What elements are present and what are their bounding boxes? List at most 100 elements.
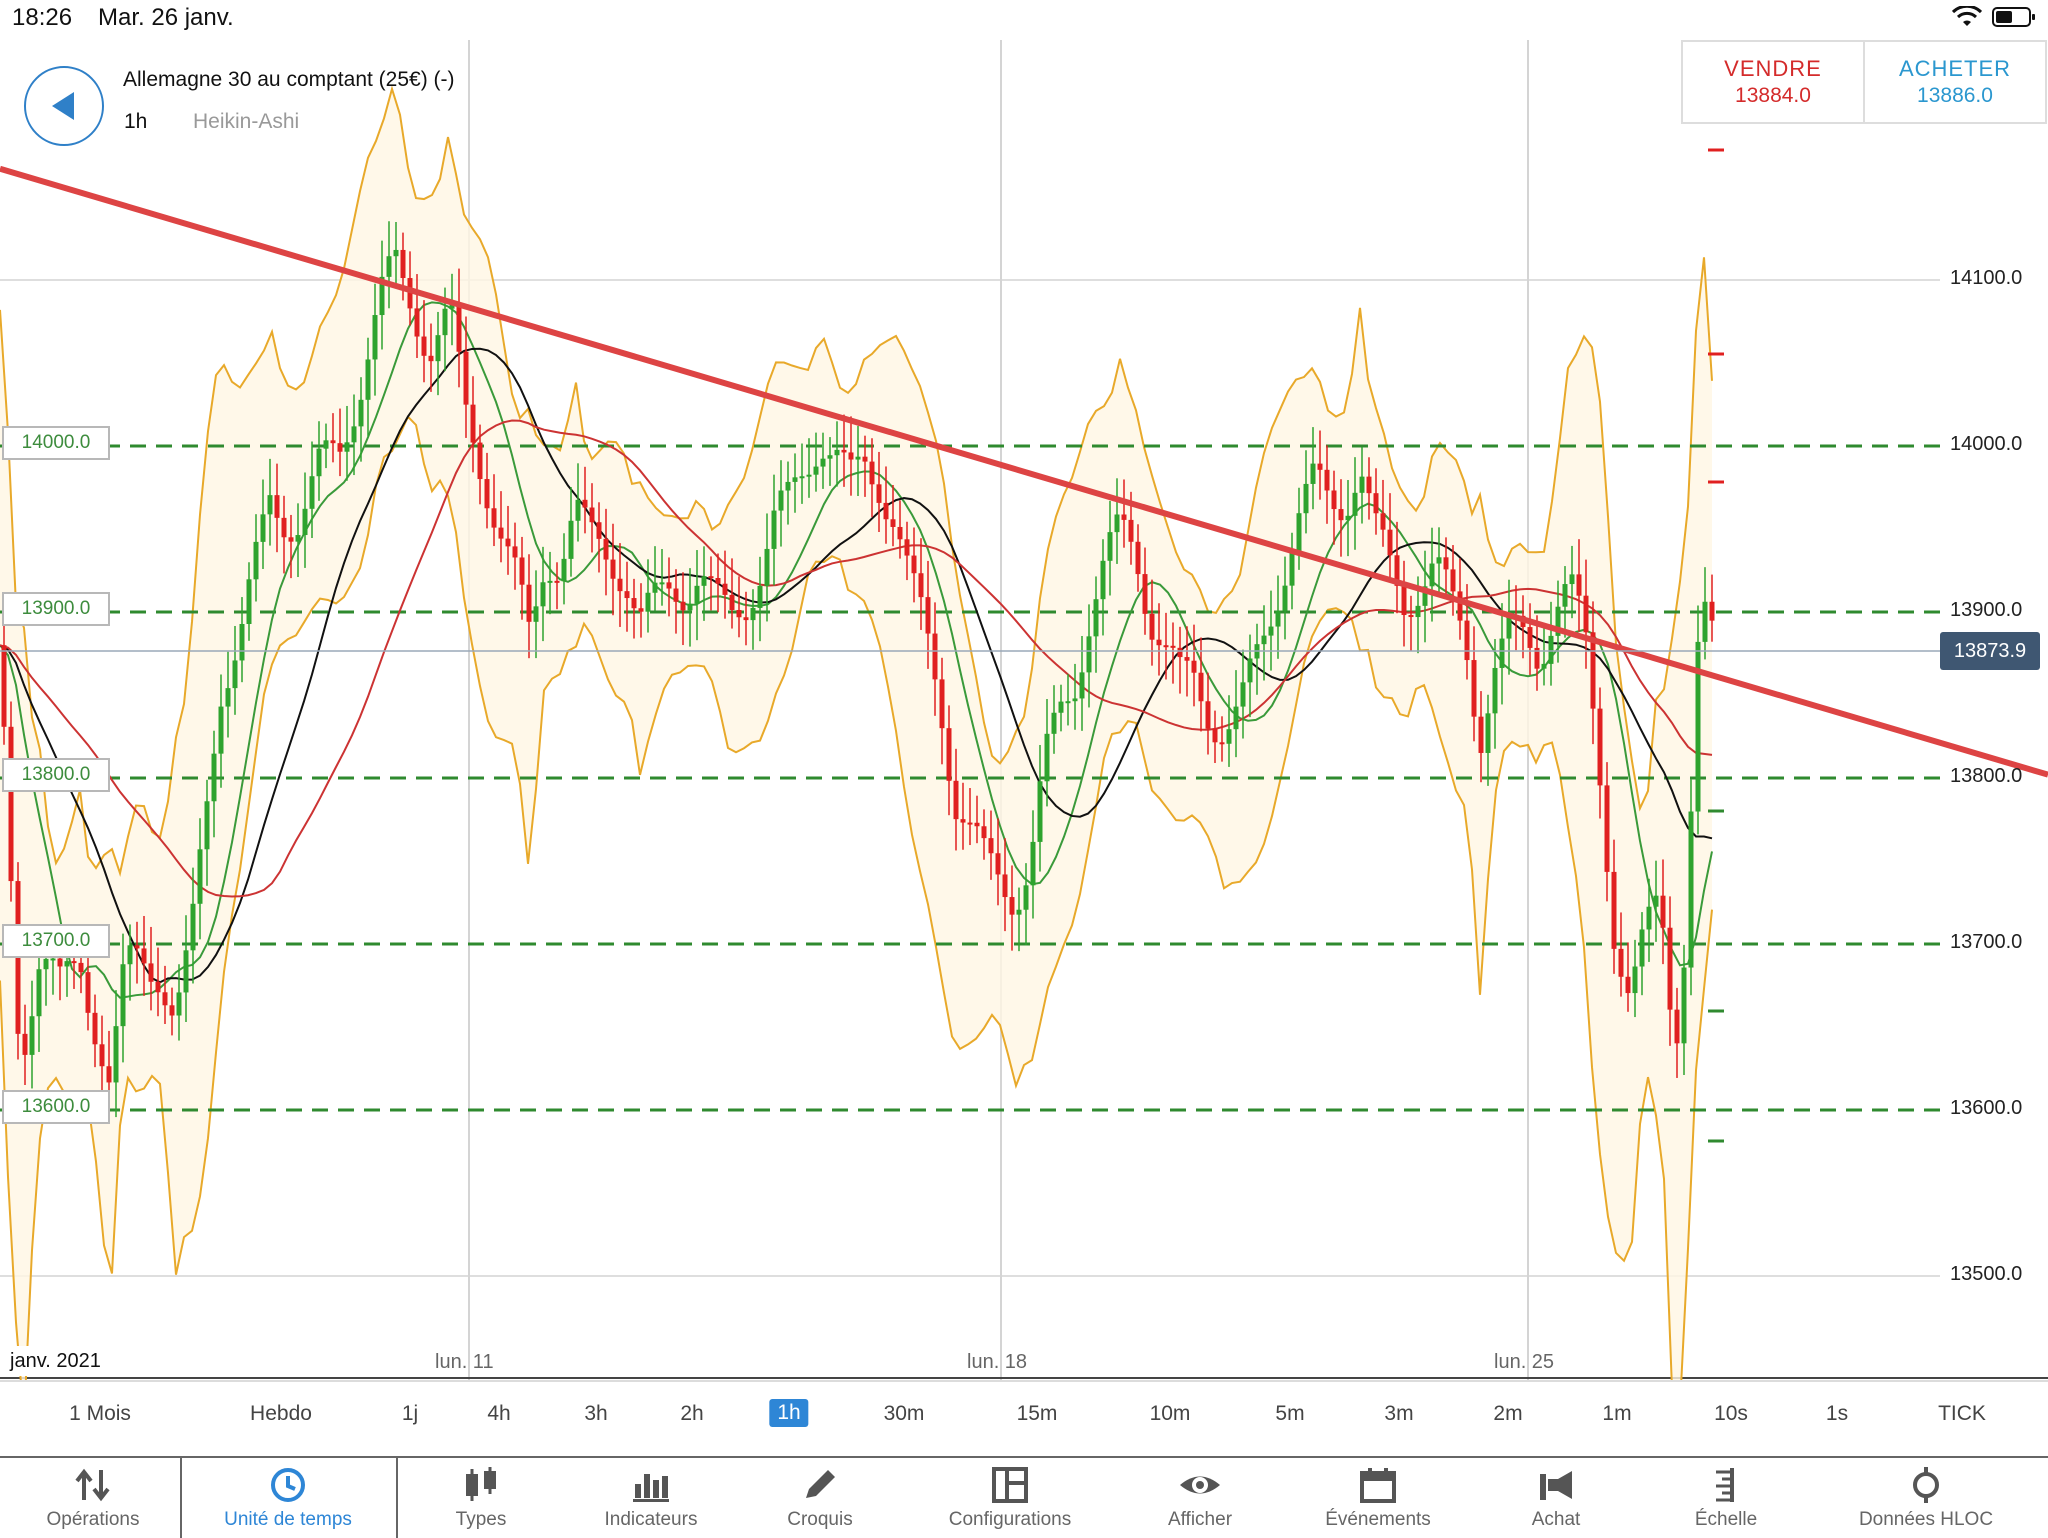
candle-body: [1282, 585, 1288, 611]
candle-body: [764, 548, 770, 586]
price-axis-label: 13800.0: [1950, 765, 2023, 787]
level-tag-13600[interactable]: 13600.0: [2, 1090, 110, 1124]
candle-body: [1233, 706, 1239, 730]
candle-body: [988, 838, 994, 854]
tool-label: Types: [455, 1509, 507, 1530]
timeframe-10m[interactable]: 10m: [1149, 1402, 1191, 1425]
candle-body: [1191, 660, 1197, 673]
candle-body: [1408, 615, 1414, 618]
timeframe-1m[interactable]: 1m: [1602, 1402, 1632, 1425]
candle-body: [890, 519, 896, 527]
candle-body: [1114, 514, 1120, 533]
buy-button[interactable]: ACHETER 13886.0: [1863, 42, 2045, 122]
price-chart[interactable]: [0, 40, 2048, 1380]
sell-button[interactable]: VENDRE 13884.0: [1683, 42, 1863, 122]
bollinger-upper: [0, 85, 1713, 878]
bollinger-fill: [0, 88, 1712, 1380]
candle-body: [806, 474, 812, 477]
candle-body: [225, 688, 231, 707]
candle-body: [505, 538, 511, 547]
tool-label: Achat: [1531, 1509, 1581, 1530]
tool-time-unit[interactable]: Unité de temps: [198, 1458, 378, 1538]
candle-body: [701, 576, 707, 586]
candle-body: [1499, 638, 1505, 668]
candle-body: [582, 499, 588, 508]
candle-body: [267, 495, 273, 515]
candle-body: [722, 583, 728, 595]
tool-operations[interactable]: Opérations: [3, 1458, 183, 1538]
tool-label: Indicateurs: [604, 1509, 698, 1530]
chart-area[interactable]: [0, 40, 2048, 1380]
timeframe-15m[interactable]: 15m: [1016, 1402, 1058, 1425]
timeframe-tick[interactable]: TICK: [1938, 1402, 1986, 1425]
tool-label: Unité de temps: [224, 1509, 352, 1530]
tool-label: Opérations: [46, 1509, 140, 1530]
timeframe-3m[interactable]: 3m: [1384, 1402, 1414, 1425]
candle-body: [1359, 476, 1365, 493]
tool-hloc-data[interactable]: Données HLOC: [1836, 1458, 2016, 1538]
toolbar-divider: [396, 1458, 398, 1538]
candle-body: [778, 490, 784, 511]
timeframe-hebdo[interactable]: Hebdo: [250, 1402, 312, 1425]
candle-body: [295, 535, 301, 542]
candle-body: [1373, 493, 1379, 514]
operations-icon: [75, 1468, 110, 1502]
candle-body: [232, 660, 238, 689]
candle-body: [1604, 785, 1610, 872]
candle-body: [1100, 560, 1106, 600]
candle-body: [554, 580, 560, 583]
candle-body: [645, 592, 651, 612]
buy-label: ACHETER: [1898, 56, 2012, 81]
level-tag-13900[interactable]: 13900.0: [2, 592, 110, 626]
timeframe-5m[interactable]: 5m: [1275, 1402, 1305, 1425]
candle-body: [1156, 639, 1162, 646]
tool-configurations[interactable]: Configurations: [920, 1458, 1100, 1538]
level-tag-13800[interactable]: 13800.0: [2, 758, 110, 792]
timeframe-1h[interactable]: 1h: [769, 1399, 809, 1427]
candle-body: [1205, 701, 1211, 729]
timeframe-30m[interactable]: 30m: [883, 1402, 925, 1425]
candle-body: [1345, 515, 1351, 521]
candle-body: [29, 1016, 35, 1055]
timeframe-2h[interactable]: 2h: [680, 1402, 704, 1425]
timeframe-4h[interactable]: 4h: [487, 1402, 511, 1425]
candle-body: [708, 576, 714, 579]
candle-body: [1016, 909, 1022, 915]
back-button[interactable]: [24, 66, 104, 146]
candle-body: [253, 541, 259, 580]
timeframe-1s[interactable]: 1s: [1825, 1402, 1849, 1425]
candle-body: [526, 584, 532, 622]
candle-body: [1177, 647, 1183, 658]
timeframe-1j[interactable]: 1j: [401, 1402, 419, 1425]
date-axis-label: lun. 25: [1494, 1351, 1555, 1373]
level-tag-13700[interactable]: 13700.0: [2, 924, 110, 958]
candle-body: [1107, 532, 1113, 561]
timeframe-3h[interactable]: 3h: [584, 1402, 608, 1425]
candle-body: [1240, 682, 1246, 707]
candle-body: [1184, 657, 1190, 661]
timeframe-10s[interactable]: 10s: [1714, 1402, 1748, 1425]
bottom-toolbar: Opérations Unité de temps Types Indicate…: [0, 1456, 2048, 1538]
candle-body: [855, 456, 861, 460]
timeframe-1-mois[interactable]: 1 Mois: [69, 1402, 131, 1425]
candle-body: [1709, 601, 1715, 621]
level-tag-14000[interactable]: 14000.0: [2, 426, 110, 460]
chart-type-label: Heikin-Ashi: [193, 110, 300, 133]
moving-average-green: [0, 301, 1713, 999]
candle-body: [1170, 645, 1176, 648]
candle-body: [1163, 645, 1169, 648]
calendar-icon: [1360, 1468, 1396, 1503]
sell-price: 13884.0: [1735, 84, 1811, 107]
tool-types[interactable]: Types: [391, 1458, 571, 1538]
candle-body: [1121, 514, 1127, 520]
candle-body: [1142, 574, 1148, 614]
tool-sketch[interactable]: Croquis: [730, 1458, 910, 1538]
timeframe-2m[interactable]: 2m: [1493, 1402, 1523, 1425]
tool-show[interactable]: Afficher: [1110, 1458, 1290, 1538]
tool-buy[interactable]: Achat: [1466, 1458, 1646, 1538]
candle-body: [1009, 897, 1015, 915]
tool-events[interactable]: Événements: [1288, 1458, 1468, 1538]
tool-scale[interactable]: Échelle: [1636, 1458, 1816, 1538]
candle-body: [638, 608, 644, 612]
tool-indicators[interactable]: Indicateurs: [561, 1458, 741, 1538]
